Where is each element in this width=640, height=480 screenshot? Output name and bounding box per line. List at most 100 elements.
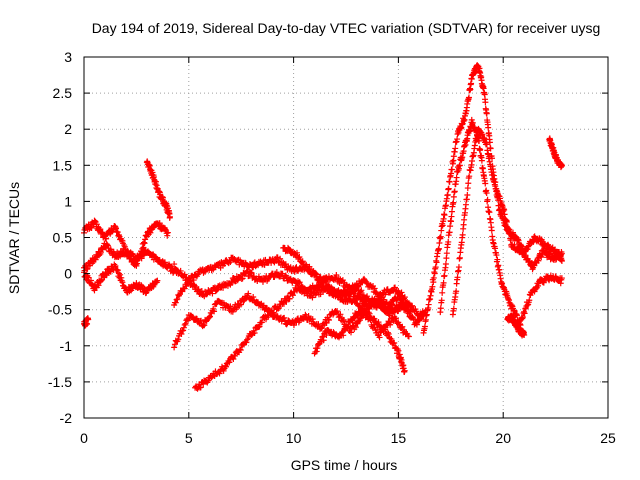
data-point bbox=[405, 300, 412, 307]
data-layer bbox=[81, 62, 565, 392]
data-point bbox=[334, 308, 341, 315]
data-point bbox=[178, 331, 185, 338]
data-point bbox=[129, 251, 136, 258]
data-point bbox=[388, 336, 395, 343]
data-point bbox=[181, 321, 188, 328]
data-point bbox=[558, 275, 565, 282]
data-point bbox=[275, 305, 282, 312]
data-point bbox=[558, 162, 565, 169]
data-point bbox=[290, 322, 297, 329]
data-point bbox=[171, 344, 178, 351]
data-point bbox=[373, 289, 380, 296]
data-point bbox=[323, 332, 330, 339]
data-point bbox=[441, 211, 448, 218]
data-point bbox=[405, 310, 412, 317]
series-track-1 bbox=[81, 217, 171, 269]
data-point bbox=[558, 258, 565, 265]
data-point bbox=[314, 345, 321, 352]
y-tick-label: -1 bbox=[60, 338, 73, 354]
data-point bbox=[354, 313, 361, 320]
data-point bbox=[164, 229, 171, 236]
series-track-4 bbox=[81, 315, 92, 329]
data-point bbox=[445, 238, 452, 245]
data-point bbox=[454, 136, 461, 143]
chart-title: Day 194 of 2019, Sidereal Day-to-day VTE… bbox=[92, 20, 601, 36]
data-point bbox=[405, 306, 412, 313]
data-point bbox=[321, 276, 328, 283]
data-point bbox=[453, 174, 460, 181]
data-point bbox=[477, 146, 484, 153]
data-point bbox=[270, 309, 277, 316]
data-point bbox=[227, 258, 234, 265]
data-point bbox=[459, 231, 466, 238]
data-point bbox=[299, 258, 306, 265]
y-axis-label: SDTVAR / TECUs bbox=[6, 182, 22, 294]
data-point bbox=[245, 290, 252, 297]
data-point bbox=[437, 305, 444, 312]
data-point bbox=[216, 370, 223, 377]
data-point bbox=[558, 250, 565, 257]
data-point bbox=[486, 153, 493, 160]
data-point bbox=[493, 252, 500, 259]
data-point bbox=[175, 336, 182, 343]
data-point bbox=[195, 286, 202, 293]
data-point bbox=[305, 288, 312, 295]
data-point bbox=[379, 301, 386, 308]
data-point bbox=[440, 279, 447, 286]
data-point bbox=[277, 255, 284, 262]
data-point bbox=[450, 199, 457, 206]
data-point bbox=[482, 99, 489, 106]
data-point bbox=[206, 314, 213, 321]
data-point bbox=[348, 329, 355, 336]
data-point bbox=[187, 278, 194, 285]
data-point bbox=[464, 192, 471, 199]
data-point bbox=[320, 289, 327, 296]
data-point bbox=[371, 285, 378, 292]
data-point bbox=[526, 297, 533, 304]
grid-layer bbox=[84, 57, 608, 418]
y-tick-label: 1.5 bbox=[53, 157, 73, 173]
data-point bbox=[237, 301, 244, 308]
data-point bbox=[352, 297, 359, 304]
data-point bbox=[313, 271, 320, 278]
data-point bbox=[344, 324, 351, 331]
x-tick-label: 10 bbox=[286, 430, 302, 446]
data-point bbox=[340, 332, 347, 339]
data-point bbox=[486, 209, 493, 216]
data-point bbox=[375, 319, 382, 326]
x-tick-label: 5 bbox=[185, 430, 193, 446]
data-point bbox=[382, 326, 389, 333]
data-point bbox=[443, 250, 450, 257]
data-point bbox=[394, 305, 401, 312]
data-point bbox=[223, 363, 230, 370]
y-tick-label: 2.5 bbox=[53, 85, 73, 101]
y-tick-label: 0 bbox=[64, 266, 72, 282]
data-point bbox=[220, 284, 227, 291]
data-point bbox=[429, 283, 436, 290]
data-point bbox=[421, 323, 428, 330]
data-point bbox=[285, 245, 292, 252]
data-point bbox=[333, 271, 340, 278]
data-point bbox=[446, 229, 453, 236]
data-point bbox=[433, 259, 440, 266]
data-point bbox=[478, 157, 485, 164]
data-point bbox=[437, 233, 444, 240]
data-point bbox=[243, 339, 250, 346]
data-point bbox=[430, 274, 437, 281]
data-point bbox=[494, 256, 501, 263]
data-point bbox=[357, 288, 364, 295]
data-point bbox=[488, 227, 495, 234]
data-point bbox=[370, 303, 377, 310]
x-tick-label: 20 bbox=[495, 430, 511, 446]
data-point bbox=[384, 329, 391, 336]
data-point bbox=[152, 178, 159, 185]
data-point bbox=[453, 288, 460, 295]
data-point bbox=[240, 298, 247, 305]
data-point bbox=[409, 302, 416, 309]
data-point bbox=[180, 327, 187, 334]
data-point bbox=[174, 296, 181, 303]
series-track-11 bbox=[311, 296, 429, 357]
data-point bbox=[236, 346, 243, 353]
data-point bbox=[166, 213, 173, 220]
series-track-3 bbox=[81, 261, 161, 297]
